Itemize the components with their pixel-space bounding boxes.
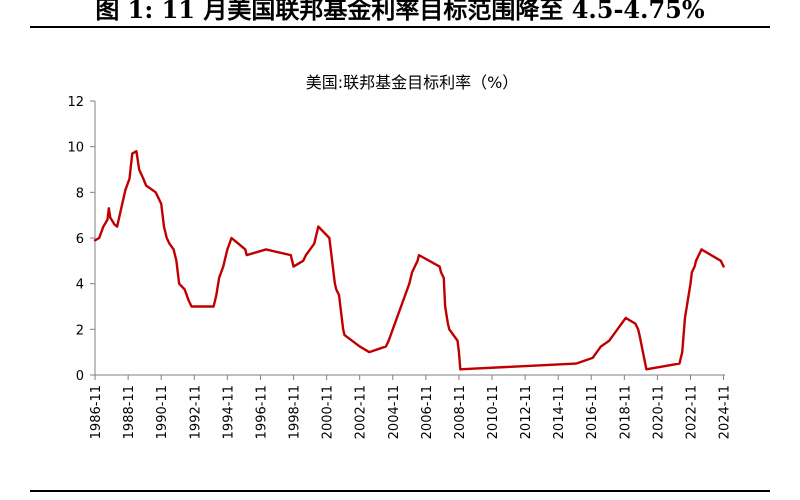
x-tick-label: 2006-11	[420, 385, 435, 439]
x-tick-label: 1998-11	[288, 385, 303, 439]
x-axis: 1986-11 1988-11 1990-11 1992-11 1994-11 1996-…	[89, 374, 733, 439]
x-tick-label: 2010-11	[486, 385, 501, 439]
x-tick-label: 1986-11	[89, 385, 104, 439]
chart-title: 美国:联邦基金目标利率（%）	[306, 73, 519, 92]
y-tick-label: 2	[76, 323, 84, 338]
y-tick-label: 12	[67, 95, 84, 110]
x-tick-label: 1994-11	[221, 385, 236, 439]
x-tick-label: 2000-11	[321, 385, 336, 439]
series-layer	[93, 150, 725, 371]
x-tick-label: 2016-11	[585, 385, 600, 439]
figure-caption: 图 1: 11 月美国联邦基金利率目标范围降至 4.5-4.75%	[95, 0, 705, 22]
x-tick-label: 1996-11	[254, 385, 269, 439]
y-tick-label: 10	[67, 141, 84, 156]
x-tick-label: 2022-11	[684, 385, 699, 439]
series-line	[93, 150, 725, 371]
x-tick-label: 2020-11	[651, 385, 666, 439]
top-rule	[30, 26, 770, 28]
x-tick-label: 2018-11	[618, 385, 633, 439]
x-tick-label: 2014-11	[552, 385, 567, 439]
x-tick-label: 1990-11	[155, 385, 170, 439]
y-tick-label: 6	[76, 232, 84, 247]
y-tick-label: 0	[76, 369, 84, 384]
x-tick-label: 2024-11	[718, 385, 733, 439]
x-tick-label: 2012-11	[519, 385, 534, 439]
bottom-rule	[30, 490, 770, 492]
x-tick-label: 1988-11	[122, 385, 137, 439]
y-axis: 0 2 4 6 8 10 12	[67, 95, 96, 384]
y-tick-label: 4	[76, 278, 84, 293]
y-tick-label: 8	[76, 186, 84, 201]
x-tick-label: 2004-11	[387, 385, 402, 439]
x-tick-label: 2008-11	[453, 385, 468, 439]
x-tick-label: 1992-11	[188, 385, 203, 439]
x-tick-label: 2002-11	[354, 385, 369, 439]
